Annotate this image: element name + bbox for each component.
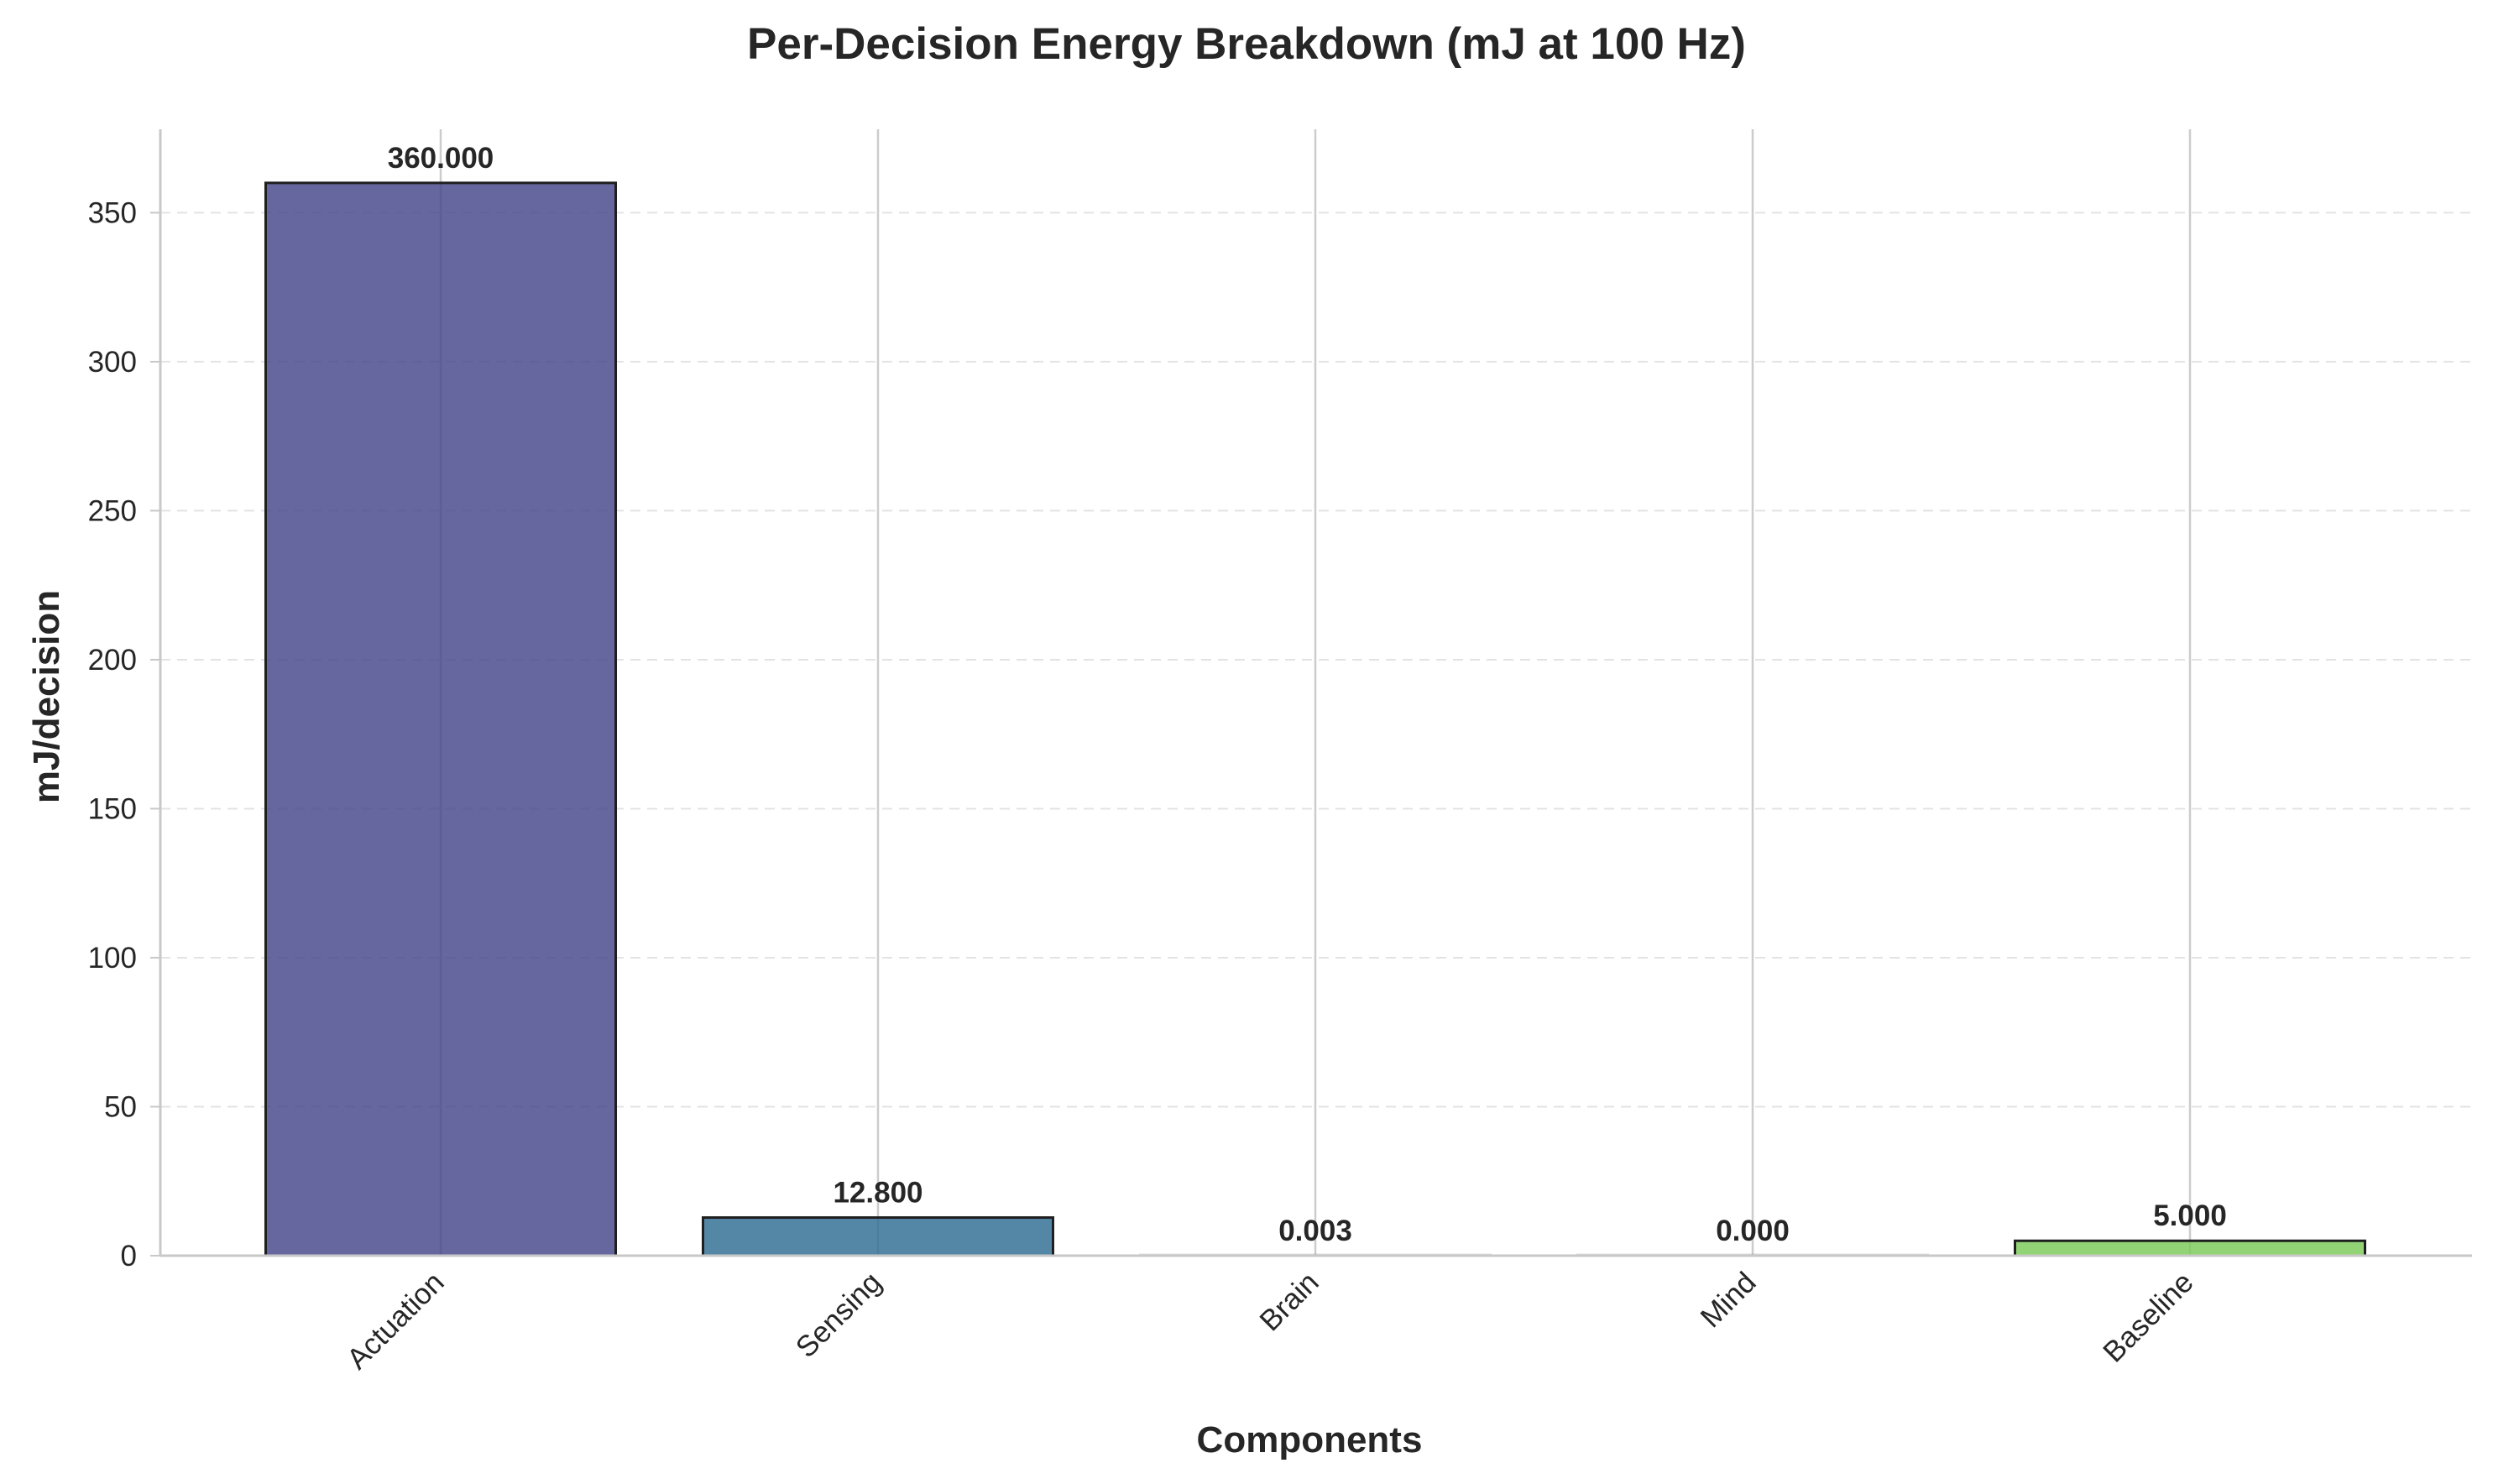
y-tick-label: 150 (88, 792, 137, 825)
x-tick-label: Brain (1253, 1266, 1325, 1337)
chart-title: Per-Decision Energy Breakdown (mJ at 100… (747, 19, 1746, 69)
data-label: 12.800 (833, 1177, 922, 1210)
x-tick-label: Mind (1694, 1266, 1762, 1334)
bar-actuation (264, 181, 617, 1257)
bars (264, 181, 2366, 1257)
data-label: 5.000 (2153, 1199, 2227, 1232)
bar-baseline (2014, 1239, 2366, 1257)
y-tick-label: 350 (88, 196, 137, 229)
y-tick-label: 50 (104, 1090, 137, 1123)
data-label: 0.003 (1278, 1215, 1352, 1247)
y-tick-label: 0 (121, 1240, 137, 1272)
x-axis-title: Components (1197, 1419, 1423, 1460)
x-tick-label: Actuation (341, 1266, 451, 1376)
x-tick-label: Baseline (2097, 1266, 2200, 1369)
x-tick-label: Sensing (790, 1266, 888, 1364)
y-tick-label: 250 (88, 494, 137, 527)
y-tick-label: 100 (88, 942, 137, 975)
y-axis-title: mJ/decision (26, 590, 67, 803)
y-tick-label: 300 (88, 346, 137, 379)
y-tick-label: 200 (88, 644, 137, 677)
data-label: 360.000 (388, 142, 494, 175)
axes (150, 129, 2472, 1257)
bar-sensing (702, 1216, 1054, 1257)
data-label: 0.000 (1716, 1215, 1790, 1247)
